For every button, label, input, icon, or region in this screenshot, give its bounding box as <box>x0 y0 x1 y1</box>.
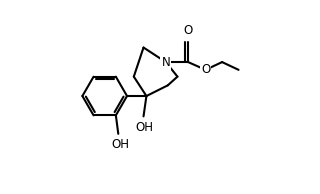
Text: OH: OH <box>111 138 129 151</box>
Text: O: O <box>183 24 193 37</box>
Text: OH: OH <box>135 121 154 134</box>
Text: O: O <box>201 63 210 76</box>
Text: N: N <box>162 55 170 69</box>
